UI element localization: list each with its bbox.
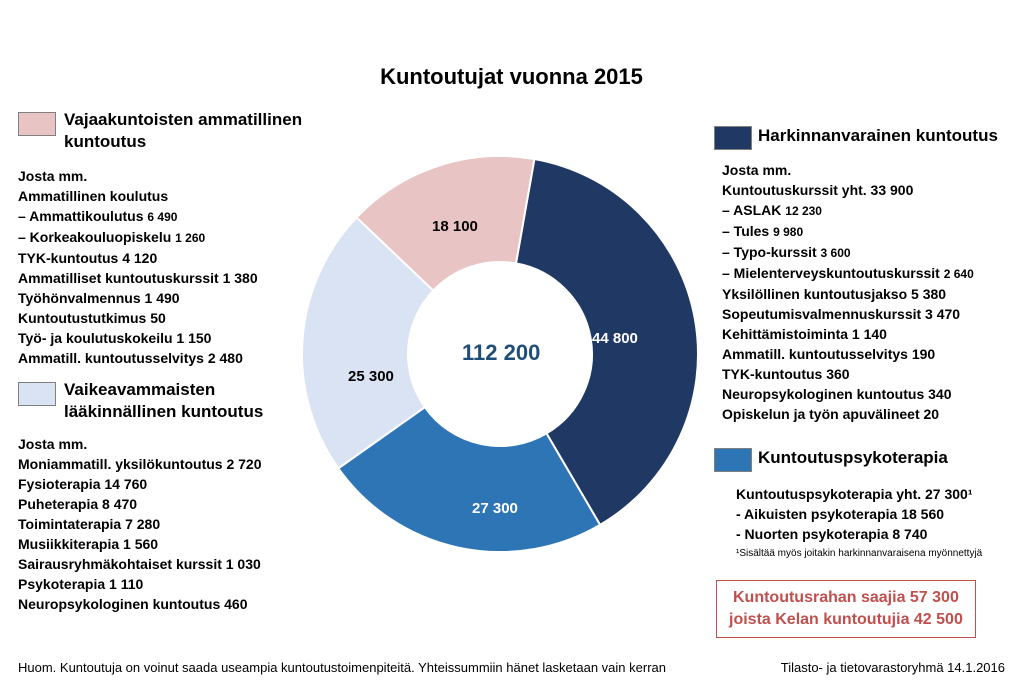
callout-box: Kuntoutusrahan saajia 57 300 joista Kela… <box>716 580 976 638</box>
swatch-psykoterapia <box>714 448 752 472</box>
note-left: Huom. Kuntoutuja on voinut saada useampi… <box>18 660 666 675</box>
label-vajaakuntoisten-1: Vajaakuntoisten ammatillinen <box>64 110 302 130</box>
center-total: 112 200 <box>462 340 540 366</box>
label-vaikeavammaisten-1: Vaikeavammaisten <box>64 380 215 400</box>
page: Kuntoutujat vuonna 2015 112 200 Vajaakun… <box>0 0 1023 685</box>
left-top-lines: Josta mm.Ammatillinen koulutus– Ammattik… <box>18 166 258 368</box>
left-bottom-lines: Josta mm.Moniammatill. yksilökuntoutus 2… <box>18 434 262 614</box>
swatch-harkinnanvarainen <box>714 126 752 150</box>
callout-line2: joista Kelan kuntoutujia 42 500 <box>729 609 963 631</box>
right-top-lines: Josta mm.Kuntoutuskurssit yht. 33 900– A… <box>722 160 974 424</box>
slice-label-vaikeavammaisten: 25 300 <box>348 368 394 385</box>
label-vajaakuntoisten-2: kuntoutus <box>64 132 146 152</box>
slice-label-psykoterapia: 27 300 <box>472 500 518 517</box>
label-vaikeavammaisten-2: lääkinnällinen kuntoutus <box>64 402 263 422</box>
note-right: Tilasto- ja tietovarastoryhmä 14.1.2016 <box>781 660 1005 675</box>
psykoterapia-footnote: ¹Sisältää myös joitakin harkinnanvaraise… <box>736 548 982 559</box>
callout-line1: Kuntoutusrahan saajia 57 300 <box>729 587 963 609</box>
swatch-vaikeavammaisten <box>18 382 56 406</box>
swatch-vajaakuntoisten <box>18 112 56 136</box>
label-harkinnanvarainen: Harkinnanvarainen kuntoutus <box>758 126 998 146</box>
slice-label-harkinnanvarainen: 44 800 <box>592 330 638 347</box>
label-psykoterapia: Kuntoutuspsykoterapia <box>758 448 948 468</box>
right-bottom-lines: Kuntoutuspsykoterapia yht. 27 300¹- Aiku… <box>736 484 973 544</box>
slice-label-vajaakuntoisten: 18 100 <box>432 218 478 235</box>
